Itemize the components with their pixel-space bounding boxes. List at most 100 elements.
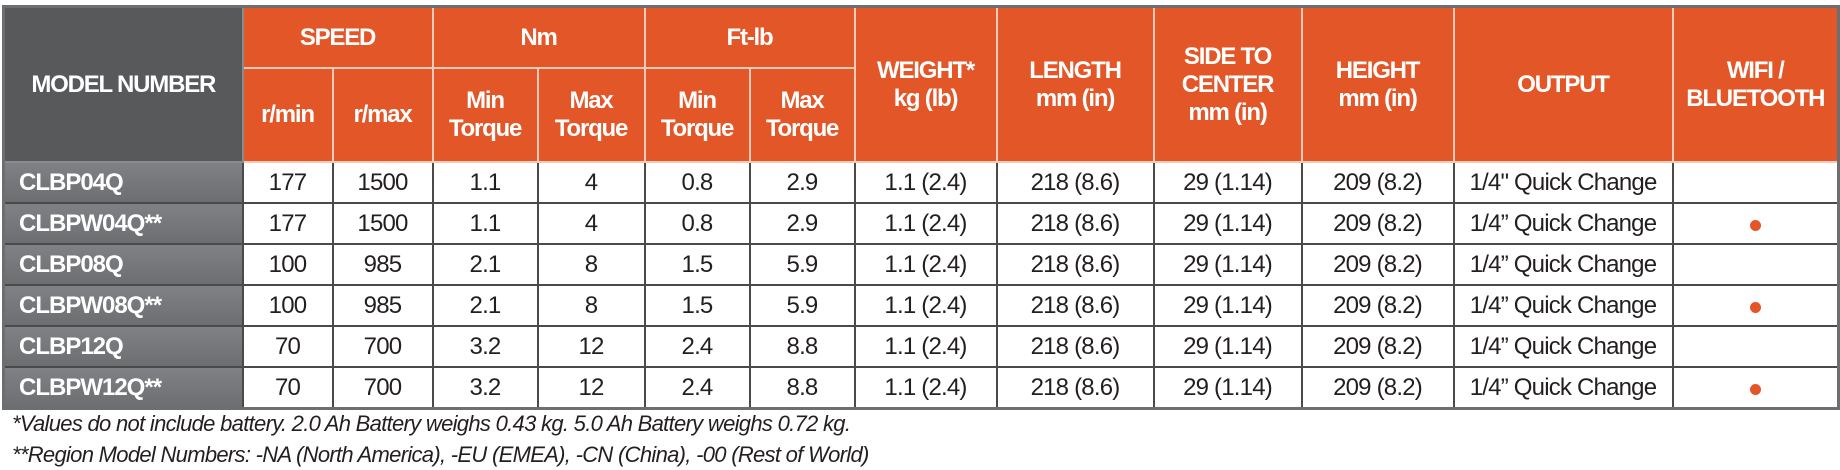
cell-weight: 1.1 (2.4) <box>853 366 998 410</box>
cell-ft-max: 2.9 <box>748 161 856 204</box>
header-output: OUTPUT <box>1452 5 1674 163</box>
cell-ft-max: 5.9 <box>748 243 856 286</box>
cell-rmin: 70 <box>241 325 334 368</box>
wifi-bluetooth-dot-icon <box>1749 383 1761 395</box>
cell-ft-max: 8.8 <box>748 366 856 410</box>
cell-output: 1/4” Quick Change <box>1452 202 1674 245</box>
header-weight: WEIGHT* kg (lb) <box>853 5 998 163</box>
min-label: Min <box>466 87 505 114</box>
footnote-region: **Region Model Numbers: -NA (North Ameri… <box>12 442 869 467</box>
cell-rmax: 700 <box>331 325 434 368</box>
cell-rmax: 985 <box>331 284 434 327</box>
table-row: CLBPW04Q** 177 1500 1.1 4 0.8 2.9 1.1 (2.4) 218 … <box>2 202 1840 245</box>
cell-rmax: 985 <box>331 243 434 286</box>
cell-rmax: 1500 <box>331 202 434 245</box>
header-speed: SPEED <box>241 5 434 69</box>
cell-model: CLBPW04Q** <box>2 202 244 245</box>
cell-height: 209 (8.2) <box>1300 202 1455 245</box>
cell-nm-max: 4 <box>536 202 646 245</box>
header-height-line2: mm (in) <box>1338 84 1417 112</box>
cell-ft-min: 2.4 <box>643 366 751 410</box>
table-row: CLBPW12Q** 70 700 3.2 12 2.4 8.8 1.1 (2.4) 218 (… <box>2 366 1840 410</box>
spec-table: MODEL NUMBER SPEED Nm Ft-lb WEIGHT* kg (l… <box>2 5 1840 410</box>
cell-length: 218 (8.6) <box>995 325 1155 368</box>
header-length: LENGTH mm (in) <box>995 5 1155 163</box>
cell-ft-min: 2.4 <box>643 325 751 368</box>
header-ftlb: Ft-lb <box>643 5 856 69</box>
wifi-bluetooth-dot-icon <box>1749 301 1761 313</box>
cell-nm-min: 2.1 <box>431 243 539 286</box>
cell-height: 209 (8.2) <box>1300 284 1455 327</box>
header-length-line2: mm (in) <box>1035 84 1115 112</box>
cell-side: 29 (1.14) <box>1152 325 1303 368</box>
cell-nm-min: 3.2 <box>431 366 539 410</box>
cell-model: CLBPW08Q** <box>2 284 244 327</box>
header-height-line1: HEIGHT <box>1335 56 1421 84</box>
cell-nm-max: 4 <box>536 161 646 204</box>
cell-ft-min: 0.8 <box>643 202 751 245</box>
torque-label: Torque <box>554 115 629 142</box>
cell-side: 29 (1.14) <box>1152 202 1303 245</box>
header-length-line1: LENGTH <box>1029 56 1122 84</box>
cell-rmin: 100 <box>241 243 334 286</box>
cell-nm-min: 1.1 <box>431 202 539 245</box>
cell-height: 209 (8.2) <box>1300 366 1455 410</box>
table-row: CLBP08Q 100 985 2.1 8 1.5 5.9 1.1 (2.4) 218 (8.6… <box>2 243 1840 286</box>
cell-wifi <box>1671 243 1840 286</box>
cell-weight: 1.1 (2.4) <box>853 325 998 368</box>
table-row: CLBPW08Q** 100 985 2.1 8 1.5 5.9 1.1 (2.4) 218 (… <box>2 284 1840 327</box>
header-side-to-center: SIDE TO CENTER mm (in) <box>1152 5 1303 163</box>
torque-label: Torque <box>765 115 840 142</box>
cell-wifi <box>1671 366 1840 410</box>
cell-output: 1/4" Quick Change <box>1452 161 1674 204</box>
cell-output: 1/4” Quick Change <box>1452 366 1674 410</box>
cell-weight: 1.1 (2.4) <box>853 284 998 327</box>
header-weight-line1: WEIGHT* <box>877 56 975 84</box>
cell-output: 1/4” Quick Change <box>1452 325 1674 368</box>
cell-nm-max: 12 <box>536 325 646 368</box>
header-rmin: r/min <box>241 67 334 163</box>
header-wifi-bluetooth: WIFI / BLUETOOTH <box>1671 5 1840 163</box>
cell-weight: 1.1 (2.4) <box>853 202 998 245</box>
header-wifi-line2: BLUETOOTH <box>1686 84 1825 112</box>
cell-rmin: 177 <box>241 161 334 204</box>
header-side-line1: SIDE TO <box>1183 42 1272 70</box>
footnote-weight: *Values do not include battery. 2.0 Ah B… <box>12 411 851 436</box>
cell-rmax: 1500 <box>331 161 434 204</box>
cell-model: CLBP04Q <box>2 161 244 204</box>
cell-weight: 1.1 (2.4) <box>853 161 998 204</box>
cell-weight: 1.1 (2.4) <box>853 243 998 286</box>
header-nm-min-torque: Min Torque <box>431 67 539 163</box>
cell-ft-max: 8.8 <box>748 325 856 368</box>
cell-wifi <box>1671 161 1840 204</box>
cell-length: 218 (8.6) <box>995 284 1155 327</box>
cell-wifi <box>1671 284 1840 327</box>
header-rmax: r/max <box>331 67 434 163</box>
header-row-2: r/min r/max Min Torque Max Torque Min Torqu… <box>4 67 1839 163</box>
header-wifi-line1: WIFI / <box>1726 56 1785 84</box>
cell-nm-max: 8 <box>536 284 646 327</box>
cell-ft-min: 1.5 <box>643 243 751 286</box>
cell-height: 209 (8.2) <box>1300 243 1455 286</box>
cell-ft-min: 0.8 <box>643 161 751 204</box>
cell-wifi <box>1671 325 1840 368</box>
header-weight-line2: kg (lb) <box>893 84 959 112</box>
header-nm: Nm <box>431 5 646 69</box>
min-label: Min <box>678 87 717 114</box>
cell-wifi <box>1671 202 1840 245</box>
table-row: CLBP04Q 177 1500 1.1 4 0.8 2.9 1.1 (2.4) 218 (8.… <box>2 161 1840 204</box>
cell-rmin: 70 <box>241 366 334 410</box>
cell-side: 29 (1.14) <box>1152 243 1303 286</box>
cell-length: 218 (8.6) <box>995 243 1155 286</box>
cell-side: 29 (1.14) <box>1152 161 1303 204</box>
header-row-1: MODEL NUMBER SPEED Nm Ft-lb WEIGHT* kg (l… <box>2 5 1840 163</box>
cell-rmin: 100 <box>241 284 334 327</box>
cell-nm-min: 1.1 <box>431 161 539 204</box>
cell-rmin: 177 <box>241 202 334 245</box>
header-side-line3: mm (in) <box>1188 98 1267 126</box>
cell-nm-min: 2.1 <box>431 284 539 327</box>
spec-table-container: MODEL NUMBER SPEED Nm Ft-lb WEIGHT* kg (l… <box>2 5 1840 410</box>
cell-length: 218 (8.6) <box>995 366 1155 410</box>
torque-label: Torque <box>448 115 523 142</box>
torque-label: Torque <box>660 115 735 142</box>
